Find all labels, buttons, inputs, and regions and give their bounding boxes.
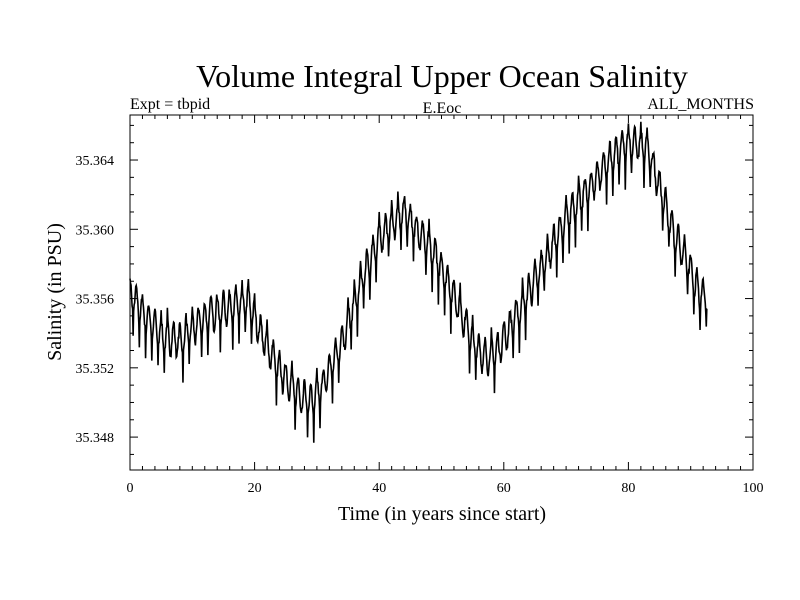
x-tick-label: 60 [497,481,511,496]
plot-frame [129,114,754,471]
y-tick-label: 35.360 [76,223,115,238]
x-tick-label: 20 [248,481,262,496]
series-layer [129,121,708,443]
salinity-series-line [129,121,708,443]
subtitle-left: Expt = tbpid [130,96,210,113]
x-tick-label: 80 [621,481,635,496]
y-tick-label: 35.352 [76,362,115,377]
y-ticks: 35.348 35.352 35.356 35.360 35.364 [76,124,753,455]
x-tick-label: 0 [127,481,134,496]
y-axis-label: Salinity (in PSU) [44,223,66,361]
x-axis-label: Time (in years since start) [338,503,546,525]
x-ticks: 0 20 40 60 80 100 [127,115,764,496]
subtitle-right: ALL_MONTHS [647,96,754,113]
subtitle-center: E.Eoc [423,100,462,117]
chart-title: Volume Integral Upper Ocean Salinity [196,58,688,94]
x-tick-label: 40 [372,481,386,496]
x-tick-label: 100 [743,481,764,496]
y-tick-label: 35.364 [76,154,115,169]
y-tick-label: 35.348 [76,431,115,446]
y-tick-label: 35.356 [76,293,115,308]
